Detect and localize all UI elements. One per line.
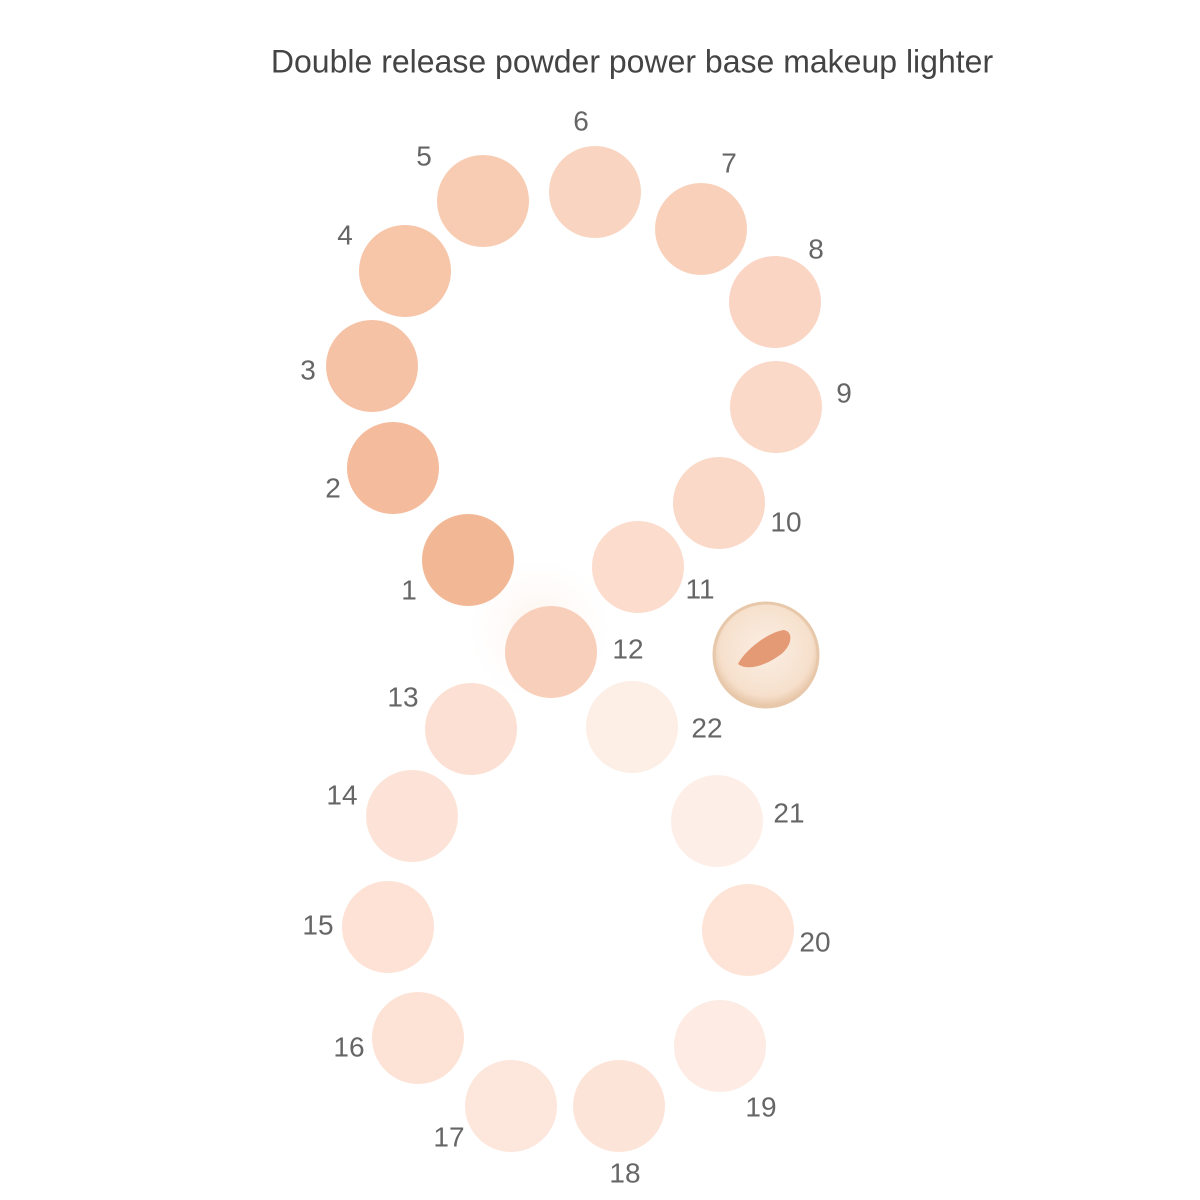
- swatch-label: 13: [387, 681, 418, 712]
- swatch: [347, 422, 439, 514]
- swatch: [702, 884, 794, 976]
- swatch-label: 20: [799, 926, 830, 957]
- swatch-label: 11: [685, 573, 714, 604]
- swatch: [372, 992, 464, 1084]
- swatch-label: 4: [337, 219, 353, 250]
- swatch-label: 12: [612, 633, 643, 664]
- title: Double release powder power base makeup …: [271, 43, 994, 79]
- swatch-label: 8: [808, 233, 824, 264]
- swatch-label: 5: [416, 140, 432, 171]
- swatch: [673, 457, 765, 549]
- compact-icon: [712, 601, 820, 709]
- swatch-label: 3: [300, 354, 316, 385]
- swatch: [671, 775, 763, 867]
- swatch: [505, 606, 597, 698]
- swatch: [730, 361, 822, 453]
- swatch: [425, 683, 517, 775]
- swatch: [422, 514, 514, 606]
- swatch: [549, 146, 641, 238]
- swatch: [359, 225, 451, 317]
- swatch-label: 15: [302, 909, 333, 940]
- swatch: [674, 1000, 766, 1092]
- swatch: [729, 256, 821, 348]
- swatch-label: 19: [745, 1091, 776, 1122]
- swatch-label: 22: [691, 712, 722, 743]
- swatch: [592, 521, 684, 613]
- swatch: [586, 681, 678, 773]
- swatch-label: 2: [325, 472, 341, 503]
- swatch: [573, 1060, 665, 1152]
- swatch: [437, 155, 529, 247]
- swatch-label: 9: [836, 377, 852, 408]
- swatch: [366, 770, 458, 862]
- swatch-label: 17: [433, 1121, 464, 1152]
- swatch-label: 1: [401, 574, 417, 605]
- swatch-label: 16: [333, 1031, 364, 1062]
- swatch-label: 14: [326, 779, 357, 810]
- swatch: [326, 320, 418, 412]
- swatch-label: 10: [770, 506, 801, 537]
- swatch: [655, 183, 747, 275]
- swatch-label: 6: [573, 105, 589, 136]
- swatch: [342, 881, 434, 973]
- swatch-label: 7: [721, 147, 737, 178]
- swatch-label: 21: [773, 797, 804, 828]
- swatch-label: 18: [609, 1157, 640, 1188]
- swatch: [465, 1060, 557, 1152]
